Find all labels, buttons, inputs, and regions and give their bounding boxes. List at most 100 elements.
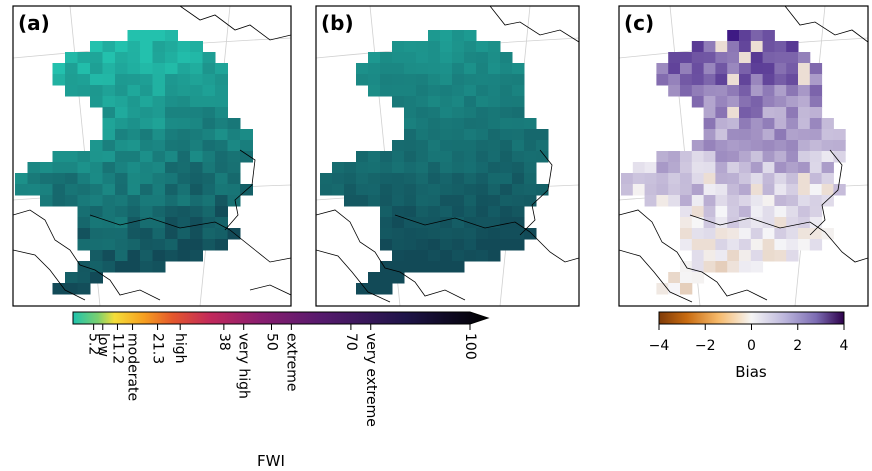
heatmap-cell — [165, 140, 178, 152]
heatmap-cell — [786, 140, 799, 152]
heatmap-cell — [750, 52, 764, 64]
heatmap-cell — [500, 162, 513, 174]
heatmap-cell — [202, 173, 216, 185]
heatmap-cell — [190, 228, 203, 240]
panel-b-cells — [320, 30, 549, 295]
heatmap-cell — [368, 52, 381, 64]
heatmap-cell — [152, 162, 166, 174]
heatmap-cell — [115, 140, 128, 152]
heatmap-cell — [380, 162, 393, 174]
heatmap-cell — [227, 129, 241, 141]
heatmap-cell — [750, 129, 764, 141]
panel-b-map — [316, 6, 579, 306]
heatmap-cell — [127, 151, 141, 163]
heatmap-cell — [727, 118, 740, 130]
heatmap-cell — [727, 140, 740, 152]
heatmap-cell — [344, 184, 357, 196]
heatmap-cell — [77, 206, 91, 218]
heatmap-cell — [727, 184, 740, 196]
heatmap-cell — [440, 140, 453, 152]
heatmap-cell — [140, 206, 153, 218]
heatmap-cell — [380, 52, 393, 64]
heatmap-cell — [691, 41, 705, 53]
heatmap-cell — [40, 162, 53, 174]
heatmap-cell — [488, 63, 501, 75]
heatmap-cell — [428, 250, 441, 262]
heatmap-cell — [440, 63, 453, 75]
fwi-tick-label: 11.2 — [109, 333, 125, 364]
heatmap-cell — [90, 96, 103, 108]
heatmap-cell — [680, 151, 693, 163]
heatmap-cell — [190, 52, 203, 64]
heatmap-cell — [488, 239, 501, 251]
heatmap-cell — [52, 283, 66, 295]
heatmap-cell — [739, 261, 752, 273]
heatmap-cell — [452, 52, 465, 64]
heatmap-cell — [621, 173, 634, 185]
heatmap-cell — [703, 261, 716, 273]
heatmap-cell — [404, 239, 417, 251]
heatmap-cell — [798, 107, 811, 119]
heatmap-cell — [215, 195, 228, 207]
heatmap-cell — [476, 118, 489, 130]
heatmap-cell — [656, 184, 669, 196]
heatmap-cell — [404, 140, 417, 152]
heatmap-cell — [165, 118, 178, 130]
heatmap-cell — [77, 184, 91, 196]
heatmap-cell — [833, 129, 846, 141]
heatmap-cell — [452, 85, 465, 97]
heatmap-cell — [356, 151, 369, 163]
heatmap-cell — [809, 239, 823, 251]
heatmap-cell — [190, 63, 203, 75]
heatmap-cell — [715, 129, 728, 141]
heatmap-cell — [774, 228, 787, 240]
heatmap-cell — [202, 107, 216, 119]
heatmap-cell — [774, 250, 787, 262]
heatmap-cell — [656, 195, 669, 207]
heatmap-cell — [380, 63, 393, 75]
heatmap-cell — [703, 239, 716, 251]
heatmap-cell — [833, 151, 846, 163]
heatmap-cell — [215, 228, 228, 240]
heatmap-cell — [739, 96, 752, 108]
heatmap-cell — [715, 52, 728, 64]
heatmap-cell — [177, 140, 191, 152]
heatmap-cell — [428, 140, 441, 152]
heatmap-cell — [177, 63, 191, 75]
heatmap-cell — [428, 41, 441, 53]
panel-c-frame — [618, 5, 869, 307]
panel-a-cells — [15, 30, 253, 295]
heatmap-cell — [227, 118, 241, 130]
heatmap-cell — [774, 162, 787, 174]
heatmap-cell — [833, 140, 846, 152]
heatmap-cell — [165, 63, 178, 75]
panel-c-map — [619, 6, 868, 306]
heatmap-cell — [404, 74, 417, 86]
heatmap-cell — [488, 184, 501, 196]
heatmap-cell — [115, 195, 128, 207]
heatmap-cell — [404, 162, 417, 174]
heatmap-cell — [715, 151, 728, 163]
heatmap-cell — [77, 239, 91, 251]
heatmap-cell — [786, 228, 799, 240]
heatmap-cell — [668, 162, 681, 174]
heatmap-cell — [392, 173, 405, 185]
heatmap-cell — [715, 261, 728, 273]
heatmap-cell — [177, 173, 191, 185]
heatmap-cell — [452, 239, 465, 251]
heatmap-cell — [809, 140, 823, 152]
heatmap-cell — [115, 52, 128, 64]
heatmap-cell — [227, 184, 241, 196]
fwi-colorbar-bar — [72, 311, 490, 325]
heatmap-cell — [452, 41, 465, 53]
heatmap-cell — [177, 85, 191, 97]
heatmap-cell — [762, 250, 775, 262]
heatmap-cell — [762, 162, 775, 174]
heatmap-cell — [464, 162, 477, 174]
heatmap-cell — [428, 129, 441, 141]
heatmap-cell — [750, 239, 764, 251]
heatmap-cell — [750, 85, 764, 97]
heatmap-cell — [703, 74, 716, 86]
heatmap-cell — [500, 239, 513, 251]
